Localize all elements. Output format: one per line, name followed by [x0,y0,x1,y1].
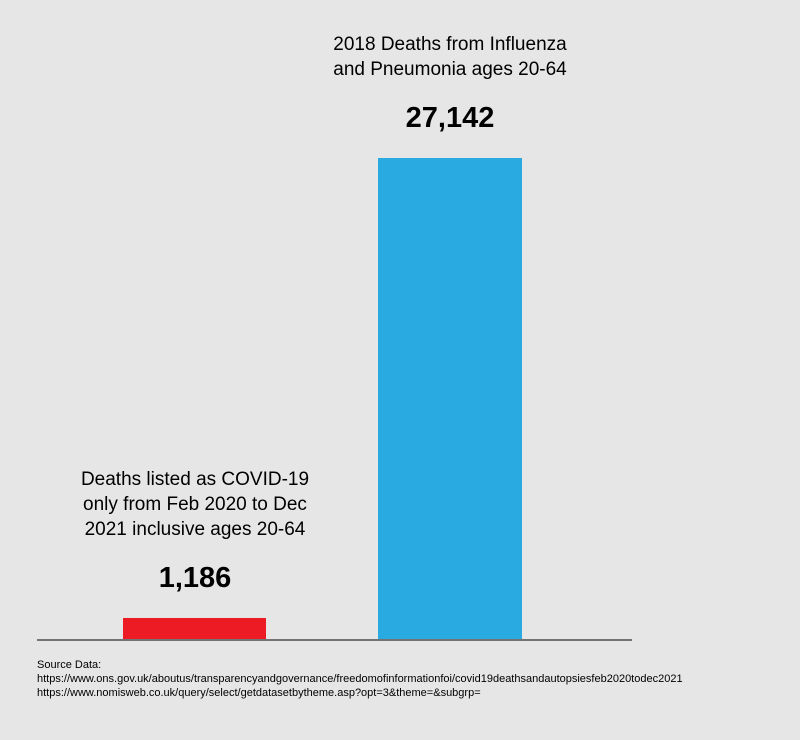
bar-chart [37,158,632,641]
bar-influenza-pneumonia-deaths [378,158,522,639]
source-link-nomis[interactable]: https://www.nomisweb.co.uk/query/select/… [37,687,481,699]
bar-value-influenza: 27,142 [405,102,495,134]
source-note: Source Data: https://www.ons.gov.uk/abou… [37,658,683,700]
bar-label-covid: Deaths listed as COVID-19 only from Feb … [80,468,310,540]
bar-value-covid: 1,186 [158,561,232,594]
source-link-ons[interactable]: https://www.ons.gov.uk/aboutus/transpare… [37,673,683,685]
source-heading: Source Data: [37,659,102,671]
bar-covid-deaths [123,617,266,639]
bar-label-influenza: 2018 Deaths from Influenza and Pneumonia… [333,34,567,80]
